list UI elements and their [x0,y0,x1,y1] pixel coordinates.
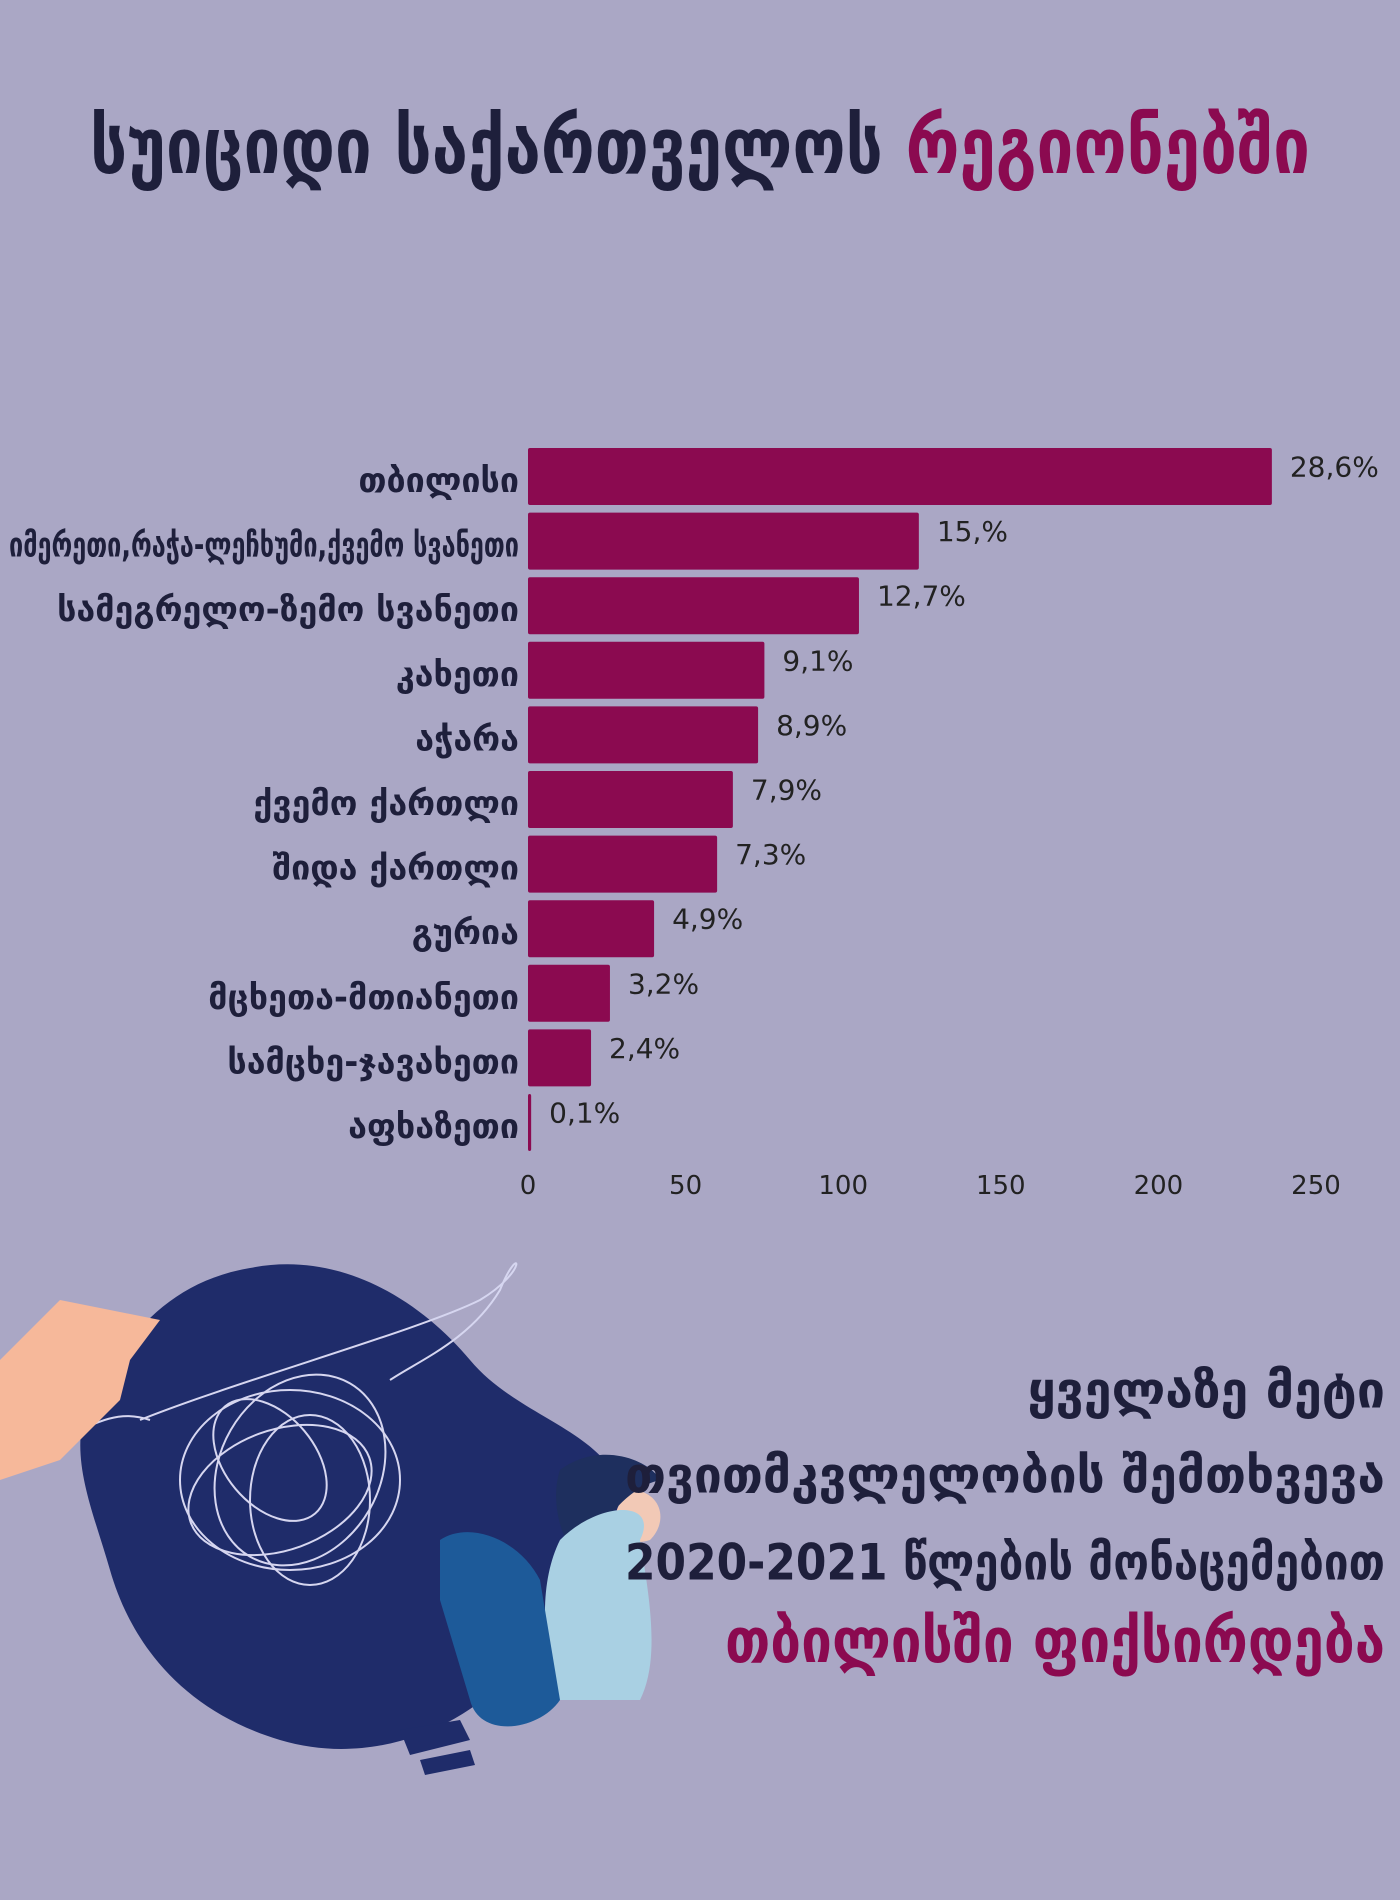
title-highlight: რეგიონებში [906,102,1310,192]
bar [528,964,610,1022]
bar [528,900,655,958]
bar [528,1029,592,1087]
value-label: 3,2% [628,967,699,1000]
value-label: 7,9% [751,774,822,807]
bar [528,706,759,764]
footer-line: 2020-2021 წლების მონაცემებით [625,1534,1385,1592]
y-tick-label: შიდა ქართლი [272,849,519,889]
title: სუიციდი საქართველოს რეგიონებში [90,102,1310,192]
x-tick-label: 150 [976,1171,1026,1201]
value-label: 28,6% [1290,451,1379,484]
y-tick-label: აჭარა [415,719,519,759]
y-tick-label: თბილისი [358,461,519,501]
y-tick-label: მცხეთა-მთიანეთი [208,978,519,1018]
shoes [400,1720,475,1775]
y-tick-label: კახეთი [396,655,519,695]
y-tick-label: სამეგრელო-ზემო სვანეთი [57,590,519,630]
y-tick-label: იმერეთი,რაჭა-ლეჩხუმი,ქვემო სვანეთი [9,526,519,566]
value-label: 4,9% [672,903,743,936]
bar [528,512,919,570]
title-main: სუიციდი საქართველოს [90,102,883,192]
legs [440,1532,560,1727]
y-tick-label: გურია [412,913,519,953]
bar [528,448,1272,505]
illustration [0,1262,661,1775]
bar [528,771,733,828]
value-label: 7,3% [735,838,806,871]
y-tick-label: სამცხე-ჯავახეთი [227,1042,519,1082]
bar [528,835,718,893]
x-tick-label: 100 [818,1171,868,1201]
bar [528,577,859,635]
value-label: 12,7% [877,580,966,613]
footer-highlight: თბილისში ფიქსირდება [725,1604,1385,1677]
y-tick-label: ქვემო ქართლი [253,784,519,824]
y-tick-label: აფხაზეთი [348,1107,519,1147]
bar [528,1094,532,1151]
x-tick-label: 50 [669,1171,702,1201]
footer-line: ყველაზე მეტი [1027,1362,1385,1420]
value-label: 9,1% [782,644,853,677]
x-tick-label: 0 [520,1171,537,1201]
x-tick-label: 250 [1291,1171,1341,1201]
footer-line: თვითმკვლელობის შემთხვევა [625,1447,1385,1505]
sweater [545,1510,652,1700]
bar [528,641,765,699]
value-label: 0,1% [549,1097,620,1130]
value-label: 8,9% [776,709,847,742]
value-label: 15,% [937,515,1008,548]
hand [0,1300,160,1480]
value-label: 2,4% [609,1032,680,1065]
x-tick-label: 200 [1134,1171,1184,1201]
